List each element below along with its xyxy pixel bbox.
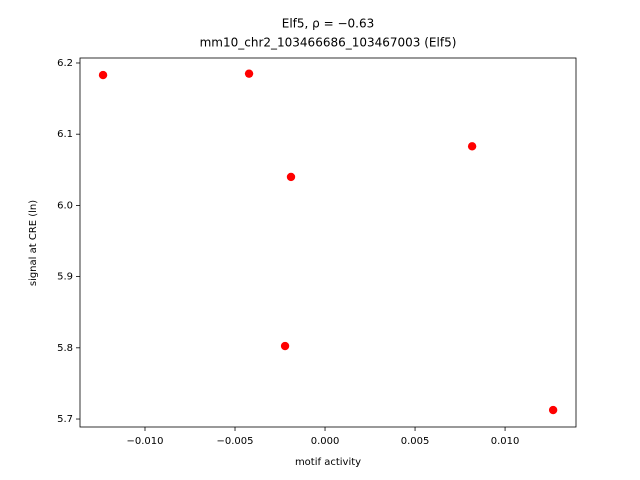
- point: [98, 70, 108, 80]
- point: [286, 172, 296, 182]
- y-tick-label: 6.1: [57, 129, 73, 140]
- y-tick-label: 5.7: [57, 414, 73, 425]
- point: [467, 142, 477, 151]
- x-tick-label: −0.005: [217, 436, 254, 447]
- y-tick-label: 6.2: [57, 58, 73, 69]
- x-tick-label: −0.010: [126, 436, 163, 447]
- x-tick-label: 0.000: [311, 436, 340, 447]
- x-tick-label: 0.005: [401, 436, 430, 447]
- y-tick-label: 5.9: [57, 272, 73, 283]
- x-axis-label: motif activity: [295, 457, 361, 468]
- y-tick-label: 6.0: [57, 200, 73, 211]
- chart-subtitle: mm10_chr2_103466686_103467003 (Elf5): [200, 36, 457, 50]
- y-tick-label: 5.8: [57, 343, 73, 354]
- y-axis-label: signal at CRE (ln): [28, 200, 39, 286]
- plot-frame: [79, 57, 577, 428]
- point: [548, 405, 558, 415]
- x-tick-label: 0.010: [491, 436, 520, 447]
- point: [244, 69, 254, 78]
- point: [280, 341, 290, 351]
- chart-title: Elf5, ρ = −0.63: [282, 17, 374, 31]
